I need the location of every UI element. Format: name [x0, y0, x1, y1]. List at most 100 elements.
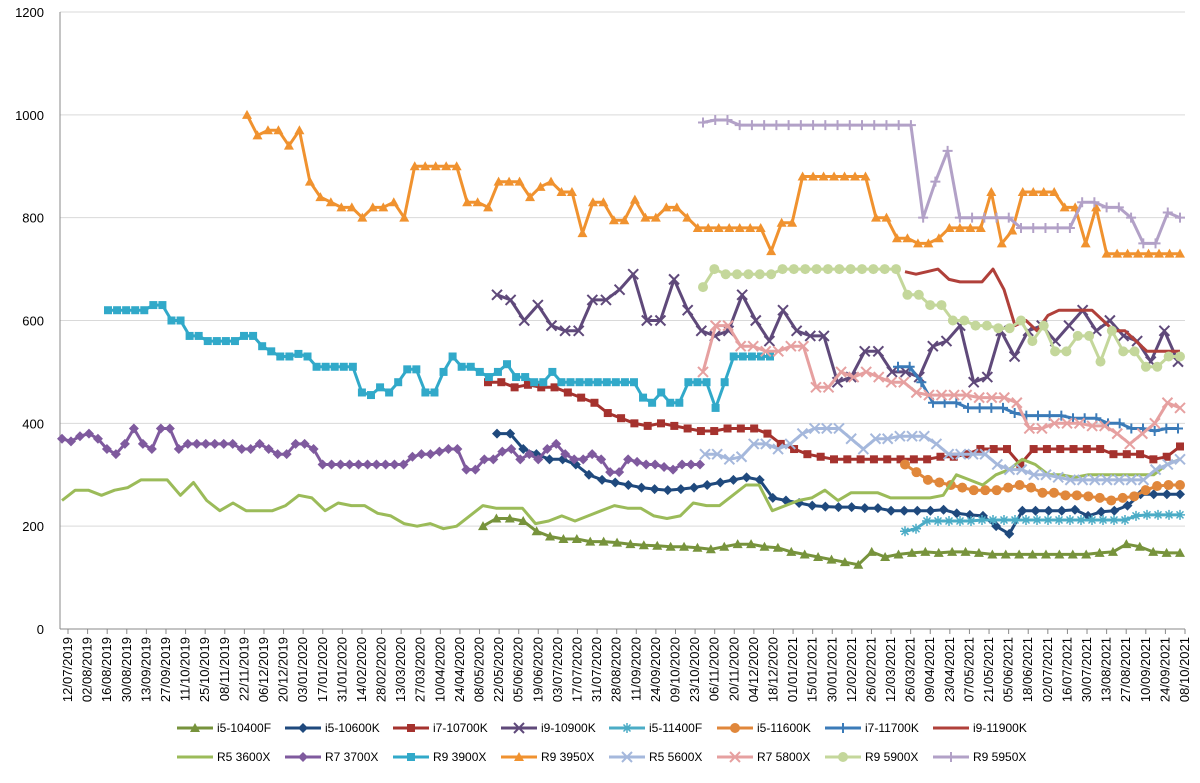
data-point	[682, 212, 693, 222]
data-point	[1061, 346, 1072, 357]
data-point	[738, 352, 747, 361]
legend-item: R9 3950X	[501, 750, 594, 764]
data-point	[1131, 510, 1141, 521]
data-point	[1038, 320, 1049, 331]
data-point	[710, 114, 721, 125]
data-point	[811, 264, 822, 275]
x-tick-label: 31/01/2020	[334, 637, 349, 702]
data-point	[720, 378, 729, 387]
data-point	[285, 352, 294, 361]
data-point	[881, 120, 892, 131]
data-point	[258, 342, 267, 351]
data-point	[603, 409, 612, 418]
data-point	[1101, 474, 1113, 486]
data-point	[173, 444, 184, 455]
data-point	[1176, 442, 1184, 451]
data-point	[452, 444, 463, 455]
data-point	[1086, 420, 1098, 432]
data-point	[491, 289, 503, 301]
data-point	[1162, 207, 1173, 218]
data-point	[590, 398, 599, 407]
data-point	[989, 445, 998, 454]
data-point	[298, 723, 308, 733]
data-point	[1083, 491, 1094, 502]
data-point	[74, 431, 85, 442]
data-point	[602, 378, 611, 387]
data-point	[822, 381, 835, 394]
data-point	[557, 378, 566, 387]
data-point	[844, 120, 855, 131]
data-point	[294, 125, 305, 135]
x-tick-label: 31/07/2020	[589, 637, 604, 702]
data-point	[1142, 509, 1152, 520]
data-point	[1017, 186, 1028, 196]
data-point	[420, 161, 431, 171]
x-tick-label: 30/01/2021	[824, 637, 839, 702]
legend-label: R5 3600X	[217, 750, 270, 764]
data-point	[1175, 480, 1185, 491]
legend-item: i5-10600K	[285, 721, 380, 735]
data-point	[1163, 480, 1174, 491]
data-point	[1008, 350, 1021, 363]
data-point	[810, 381, 822, 394]
data-point	[303, 352, 312, 361]
data-point	[412, 365, 421, 374]
data-point	[933, 516, 943, 527]
x-tick-label: 28/02/2020	[374, 637, 389, 702]
data-point	[906, 547, 917, 557]
data-point	[970, 320, 981, 331]
x-tick-label: 04/12/2020	[746, 637, 761, 702]
x-tick-label: 01/01/2021	[785, 637, 800, 702]
series-r7-3700x	[57, 423, 705, 478]
data-point	[723, 453, 736, 466]
data-point	[654, 314, 667, 327]
x-tick-label: 26/02/2021	[863, 637, 878, 702]
data-point	[754, 474, 765, 485]
data-point	[1161, 397, 1174, 409]
data-point	[1052, 471, 1064, 484]
data-point	[610, 477, 621, 488]
data-point	[705, 544, 716, 554]
x-tick-label: 10/04/2020	[432, 637, 447, 702]
data-point	[407, 451, 418, 462]
data-point	[868, 264, 879, 275]
x-tick-label: 28/08/2020	[609, 637, 624, 702]
x-tick-label: 08/10/2021	[1177, 637, 1192, 702]
data-point	[839, 557, 850, 567]
data-point	[948, 389, 960, 401]
data-point	[986, 402, 997, 413]
data-point	[612, 537, 623, 547]
data-point	[1129, 346, 1140, 357]
data-point	[695, 459, 705, 470]
data-point	[1049, 186, 1060, 196]
x-tick-label: 02/07/2021	[1040, 637, 1055, 702]
data-point	[786, 546, 797, 556]
data-point	[104, 306, 112, 315]
data-point	[760, 345, 772, 358]
data-point	[1054, 514, 1064, 525]
data-point	[986, 186, 997, 196]
data-point	[1129, 491, 1140, 502]
data-point	[1113, 474, 1125, 486]
data-point	[896, 455, 905, 464]
data-point	[1059, 202, 1070, 212]
data-point	[911, 523, 921, 534]
series-r5-5600x	[699, 422, 1186, 486]
data-point	[698, 282, 708, 293]
data-point	[577, 393, 586, 402]
data-point	[968, 485, 979, 496]
series-line	[61, 427, 700, 474]
data-point	[1014, 480, 1025, 491]
data-point	[942, 145, 953, 156]
data-point	[942, 448, 955, 460]
data-point	[859, 503, 870, 514]
data-point	[675, 484, 686, 495]
data-point	[650, 459, 661, 470]
x-tick-label: 20/12/2019	[276, 637, 291, 702]
data-point	[466, 362, 475, 371]
data-point	[955, 448, 967, 460]
x-tick-label: 24/04/2020	[452, 637, 467, 702]
data-point	[724, 222, 735, 232]
x-tick-label: 23/10/2020	[687, 637, 702, 702]
data-point	[677, 459, 688, 470]
